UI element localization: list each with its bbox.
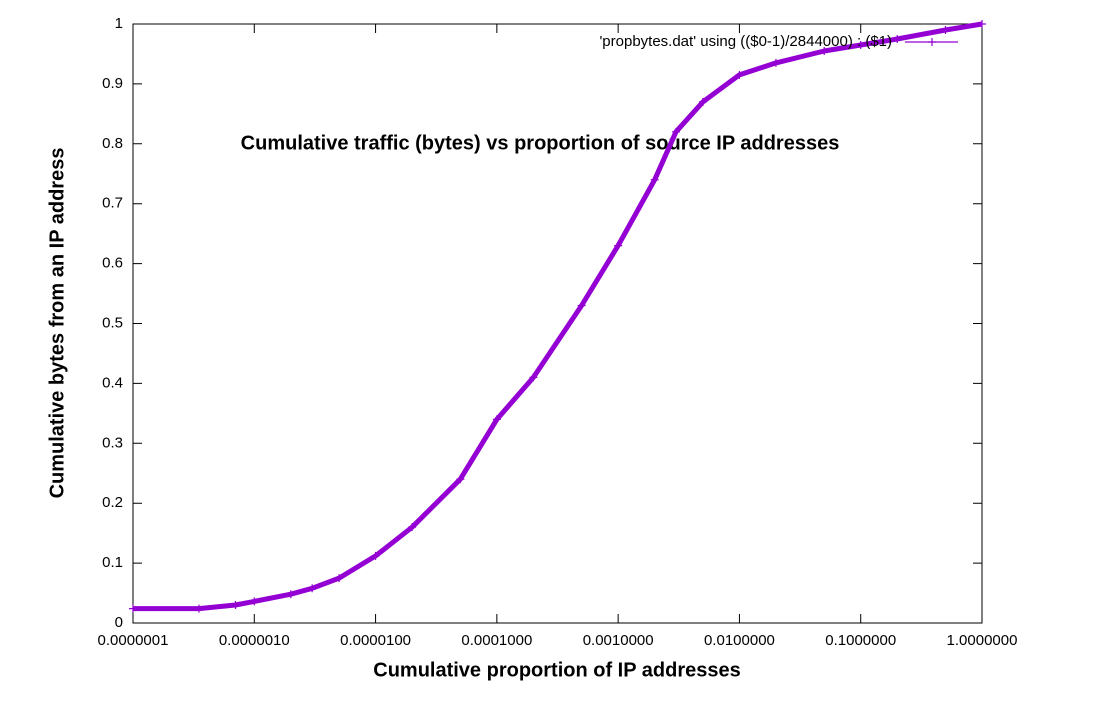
y-tick-label: 0.5 [102,314,123,331]
point-marker [492,415,501,424]
y-tick-label: 0 [115,614,123,631]
x-tick-label: 0.0000010 [219,632,290,649]
point-marker [672,127,681,136]
legend-marker [928,38,936,46]
point-marker [408,523,417,532]
point-marker [771,58,780,67]
point-marker [893,34,902,43]
y-axis-label: Cumulative bytes from an IP address [46,148,68,499]
point-marker [941,25,950,34]
data-line [133,21,983,612]
point-marker [614,241,623,250]
x-axis-label: Cumulative proportion of IP addresses [373,659,740,681]
point-marker [286,590,295,599]
point-marker [577,301,586,310]
point-marker [308,584,317,593]
x-tick-label: 0.1000000 [825,632,896,649]
y-tick-label: 0.8 [102,135,123,152]
x-tick-label: 0.0001000 [461,632,532,649]
y-tick-label: 0.6 [102,255,123,272]
point-marker [129,604,137,613]
point-marker [250,597,259,606]
x-tick-label: 0.0010000 [583,632,654,649]
y-tick-label: 0.2 [102,494,123,511]
point-marker [231,601,240,610]
point-marker [978,20,986,28]
point-marker [650,175,659,184]
x-tick-label: 0.0000001 [98,632,169,649]
x-tick-label: 1.0000000 [947,632,1018,649]
point-marker [698,97,707,106]
point-marker [371,551,380,560]
y-tick-label: 0.1 [102,554,123,571]
point-marker [456,475,465,484]
x-tick-label: 0.0100000 [704,632,775,649]
point-marker [529,373,538,382]
chart-title: Cumulative traffic (bytes) vs proportion… [241,132,840,154]
y-tick-label: 0.7 [102,195,123,212]
point-marker [194,604,203,613]
y-tick-label: 0.3 [102,434,123,451]
point-marker [335,574,344,583]
y-tick-label: 1 [115,15,123,32]
legend-label: 'propbytes.dat' using (($0-1)/2844000) :… [599,33,892,50]
y-tick-label: 0.9 [102,75,123,92]
y-tick-label: 0.4 [102,374,123,391]
point-marker [735,70,744,79]
point-marker [856,40,865,49]
point-marker [820,46,829,55]
plot-frame [132,23,983,624]
x-tick-label: 0.0000100 [340,632,411,649]
